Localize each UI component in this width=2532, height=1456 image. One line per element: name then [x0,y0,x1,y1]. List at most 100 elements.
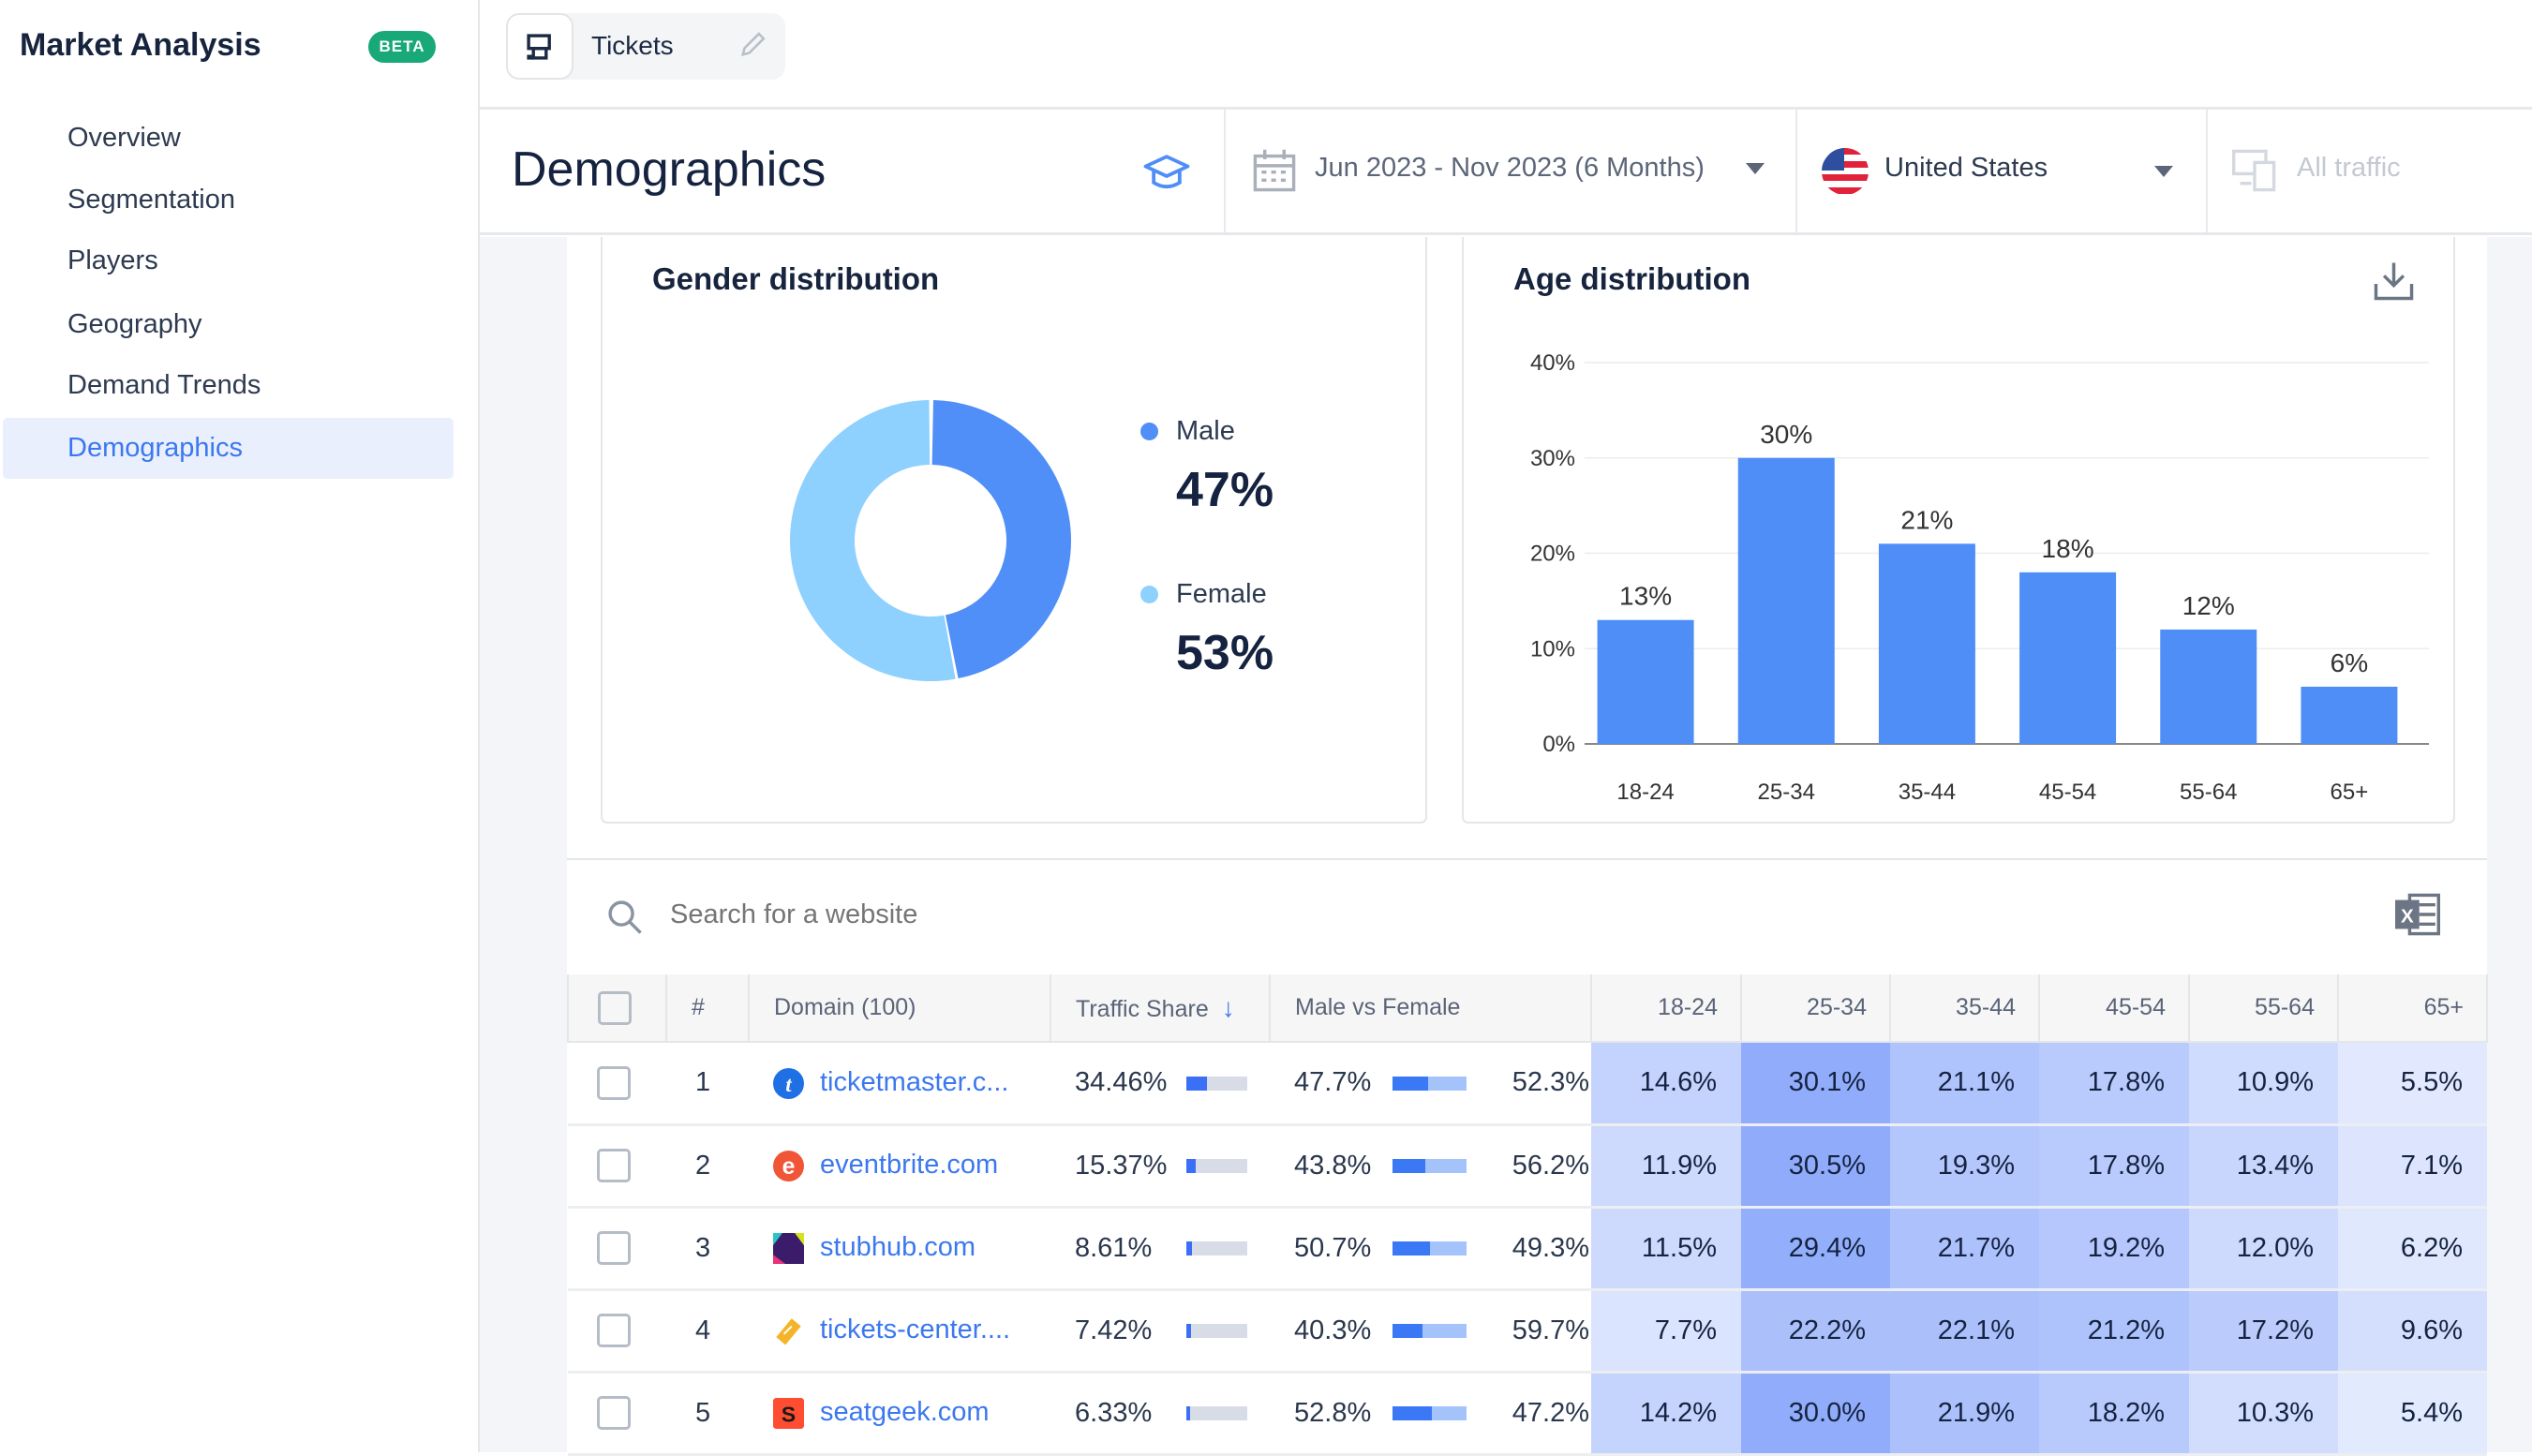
sidebar-item-overview[interactable]: Overview [67,123,181,153]
select-all-checkbox[interactable] [567,974,667,1043]
divider [1224,110,1226,232]
websites-table: # Domain (100) Traffic Share ↓ Male vs Fe… [567,974,2488,1456]
sidebar-item-segmentation[interactable]: Segmentation [67,185,235,215]
traffic-selector[interactable]: All traffic [2297,153,2401,183]
age-cell-55-64: 13.4% [2189,1124,2338,1209]
male-value: 40.3% [1294,1315,1372,1345]
sidebar-item-players[interactable]: Players [67,245,158,275]
age-cell-45-54: 19.2% [2039,1207,2189,1291]
tab-tickets[interactable]: Tickets [506,13,785,80]
row-checkbox[interactable] [568,1372,666,1456]
legend-dot-female [1140,586,1158,603]
donut-slice-female [789,400,956,681]
age-cell-35-44: 22.1% [1890,1289,2039,1374]
graduation-cap-icon[interactable] [1142,152,1191,199]
traffic-share-bar-fill [1186,1324,1191,1339]
domain-cell[interactable]: e eventbrite.com [749,1124,1050,1209]
age-cell-25-34: 29.4% [1741,1207,1890,1291]
y-tick-label: 10% [1530,636,1575,661]
sidebar-item-demand-trends[interactable]: Demand Trends [67,370,261,400]
pencil-icon[interactable] [737,29,768,66]
column-header-55-64[interactable]: 55-64 [2188,974,2339,1043]
date-range-picker[interactable]: Jun 2023 - Nov 2023 (6 Months) [1315,153,1705,183]
row-checkbox[interactable] [568,1042,666,1126]
column-header-18-24[interactable]: 18-24 [1590,974,1742,1043]
traffic-share-bar-fill [1186,1241,1192,1256]
column-header-25-34[interactable]: 25-34 [1740,974,1891,1043]
domain-link[interactable]: eventbrite.com [820,1150,999,1181]
column-header-traffic-share[interactable]: Traffic Share ↓ [1050,974,1271,1043]
row-checkbox[interactable] [568,1124,666,1209]
male-value: 52.8% [1294,1397,1372,1428]
traffic-share-cell: 15.37% [1050,1124,1270,1209]
bar-data-label: 18% [2042,534,2094,563]
x-tick-label: 18-24 [1616,780,1674,805]
y-tick-label: 20% [1530,542,1575,567]
search-input[interactable] [670,894,1476,935]
row-checkbox[interactable] [568,1207,666,1291]
divider [2206,110,2208,232]
legend-value-male: 47% [1176,463,1274,517]
x-tick-label: 55-64 [2180,780,2237,805]
domain-link[interactable]: seatgeek.com [820,1397,990,1428]
table-row[interactable]: 4 tickets-center.... 7.42% 40.3% 59.7% 7.7% 22… [568,1289,2487,1374]
bar-55-64 [2160,629,2257,744]
domain-link[interactable]: tickets-center.... [820,1315,1011,1345]
column-header-domain[interactable]: Domain (100) [748,974,1051,1043]
row-rank: 5 [666,1372,749,1456]
age-cell-25-34: 30.1% [1741,1042,1890,1126]
table-row[interactable]: 3 stubhub.com 8.61% 50.7% 49.3% 11.5% 29.4% 21.… [568,1207,2487,1291]
column-header-45-54[interactable]: 45-54 [2038,974,2190,1043]
female-value: 47.2% [1512,1397,1589,1428]
sidebar-item-demographics[interactable]: Demographics [3,418,454,479]
sidebar-item-geography[interactable]: Geography [67,309,202,339]
row-rank: 4 [666,1289,749,1374]
page-title: Demographics [512,142,827,197]
female-value: 52.3% [1512,1067,1589,1098]
legend-value-female: 53% [1176,626,1274,680]
table-header-row: # Domain (100) Traffic Share ↓ Male vs Fe… [567,974,2488,1043]
column-header-male-vs-female[interactable]: Male vs Female [1269,974,1592,1043]
y-tick-label: 40% [1530,350,1575,376]
download-icon[interactable] [2373,260,2415,306]
domain-cell[interactable]: t ticketmaster.c... [749,1042,1050,1126]
age-cell-18-24: 7.7% [1591,1289,1741,1374]
excel-export-icon[interactable]: X [2393,892,2442,942]
column-header-65plus[interactable]: 65+ [2337,974,2488,1043]
traffic-share-cell: 34.46% [1050,1042,1270,1126]
table-row[interactable]: 1 t ticketmaster.c... 34.46% 47.7% 52.3% 14.6%… [568,1042,2487,1126]
male-bar-fill [1393,1324,1422,1339]
table-row[interactable]: 2 e eventbrite.com 15.37% 43.8% 56.2% 11.9% 30.… [568,1124,2487,1209]
male-female-bar [1393,1159,1467,1174]
traffic-share-bar [1186,1324,1247,1339]
traffic-share-bar-fill [1186,1159,1196,1174]
row-checkbox[interactable] [568,1289,666,1374]
domain-cell[interactable]: stubhub.com [749,1207,1050,1291]
row-rank: 1 [666,1042,749,1126]
male-vs-female-cell: 50.7% 49.3% [1270,1207,1591,1291]
svg-text:S: S [782,1402,796,1426]
age-cell-25-34: 22.2% [1741,1289,1890,1374]
search-icon [605,898,644,941]
male-vs-female-cell: 43.8% 56.2% [1270,1124,1591,1209]
bar-45-54 [2019,572,2117,744]
eventbrite-icon: e [773,1150,804,1181]
column-header-35-44[interactable]: 35-44 [1889,974,2040,1043]
age-cell-45-54: 18.2% [2039,1372,2189,1456]
traffic-share-bar [1186,1077,1247,1092]
traffic-share-cell: 7.42% [1050,1289,1270,1374]
column-header-rank: # [665,974,750,1043]
country-selector[interactable]: United States [1884,153,2048,183]
domain-link[interactable]: stubhub.com [820,1232,976,1263]
traffic-share-value: 8.61% [1075,1232,1153,1263]
age-cell-25-34: 30.5% [1741,1124,1890,1209]
gender-card: Gender distribution Male 47% Female 53% [601,237,1427,824]
domain-cell[interactable]: tickets-center.... [749,1289,1050,1374]
age-cell-35-44: 21.9% [1890,1372,2039,1456]
top-bar: Tickets [480,0,2532,110]
traffic-share-bar [1186,1159,1247,1174]
domain-link[interactable]: ticketmaster.c... [820,1066,1009,1097]
